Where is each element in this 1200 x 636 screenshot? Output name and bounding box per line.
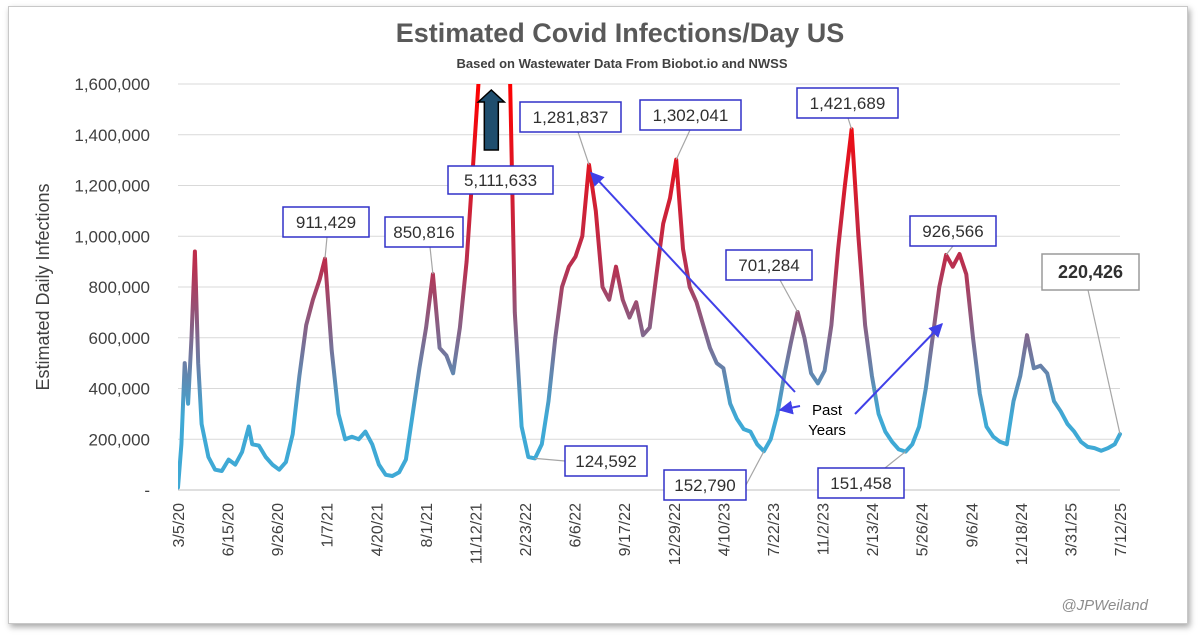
x-tick-label: 3/31/25 [1063, 503, 1080, 556]
data-label-text: 1,281,837 [533, 108, 609, 127]
x-tick-label: 12/29/22 [667, 503, 684, 565]
chart-title: Estimated Covid Infections/Day US [396, 18, 845, 48]
arrow-to-2022-peak [590, 171, 796, 393]
data-label-text: 911,429 [296, 213, 356, 232]
x-tick-label: 6/6/22 [568, 503, 585, 548]
y-tick-label: 1,400,000 [74, 126, 150, 145]
data-label-box [282, 206, 370, 238]
arrow-to-2024-peak [854, 322, 943, 415]
data-label-box [384, 216, 464, 248]
data-label: 850,816 [384, 216, 464, 248]
data-label-box [796, 87, 899, 119]
x-tick-label: 11/12/21 [468, 503, 485, 564]
y-tick-label: 800,000 [89, 278, 150, 297]
data-label-text: 701,284 [738, 256, 799, 275]
x-tick-label: 6/15/20 [221, 503, 238, 556]
y-axis-title: Estimated Daily Infections [33, 183, 53, 390]
off-scale-arrow [476, 88, 507, 151]
data-label-box [639, 99, 742, 131]
data-label-text: 152,790 [674, 476, 735, 495]
x-tick-label: 4/10/23 [716, 503, 733, 556]
leader-line [324, 236, 328, 259]
data-label-text: 220,426 [1058, 262, 1123, 282]
x-tick-label: 2/23/22 [518, 503, 535, 556]
data-label: 152,790 [663, 469, 747, 501]
x-tick-label: 2/13/24 [865, 503, 882, 556]
data-label-box [725, 249, 813, 281]
series-line [178, 84, 1122, 490]
data-label: 1,302,041 [639, 99, 742, 131]
data-label-box [909, 215, 997, 247]
leader-line [745, 450, 765, 486]
x-tick-label: 9/17/22 [617, 503, 634, 556]
data-label-text: 1,302,041 [653, 106, 729, 125]
leader-line [884, 451, 906, 469]
series-layer [178, 84, 1122, 490]
y-tick-label: 1,600,000 [74, 75, 150, 94]
data-label-text: 124,592 [575, 452, 636, 471]
data-label-box [1041, 253, 1140, 291]
x-tick-label: 4/20/21 [369, 503, 386, 556]
data-label-box [817, 467, 905, 499]
leader-line [1087, 289, 1121, 435]
chart-subtitle: Based on Wastewater Data From Biobot.io … [456, 56, 787, 71]
x-tick-label: 9/6/24 [964, 503, 981, 548]
data-label: 151,458 [817, 467, 905, 499]
x-tick-label: 11/2/23 [816, 503, 833, 555]
data-label: 911,429 [282, 206, 370, 238]
x-tick-labels: 3/5/20 6/15/20 9/26/20 1/7/21 4/20/21 8/1/21 1… [171, 503, 1130, 565]
x-tick-label: 12/18/24 [1014, 503, 1031, 565]
credit-text: @JPWeiland [1061, 597, 1148, 614]
data-label-box [564, 445, 648, 477]
data-label: 1,281,837 [519, 101, 622, 133]
leader-line [675, 129, 691, 160]
data-label-text: 1,421,689 [810, 94, 886, 113]
x-tick-label: 9/26/20 [270, 503, 287, 556]
y-tick-label: - [144, 481, 150, 500]
x-tick-label: 5/26/24 [915, 503, 932, 556]
data-label-box [519, 101, 622, 133]
leader-lines [324, 117, 1121, 486]
leader-line [779, 279, 799, 313]
x-tick-label: 7/22/23 [766, 503, 783, 556]
data-label-text: 926,566 [922, 222, 983, 241]
arrow-to-2023-peak [778, 400, 801, 415]
leader-line [577, 131, 590, 165]
x-tick-label: 7/12/25 [1113, 503, 1130, 556]
leader-line [429, 246, 434, 275]
up-arrow-icon [476, 88, 507, 151]
note-text: Years [808, 422, 846, 439]
data-label-text: 151,458 [830, 474, 891, 493]
x-tick-label: 1/7/21 [320, 503, 337, 548]
y-tick-label: 200,000 [89, 430, 150, 449]
data-label-text: 5,111,633 [464, 171, 537, 190]
gridlines [178, 83, 1120, 491]
data-label: 5,111,633 [447, 165, 554, 195]
data-label: 1,421,689 [796, 87, 899, 119]
y-tick-label: 1,200,000 [74, 177, 150, 196]
data-label-box [663, 469, 747, 501]
leader-line [534, 457, 566, 462]
data-label: 220,426 [1041, 253, 1140, 291]
note-text: Past [812, 402, 843, 419]
data-label: 926,566 [909, 215, 997, 247]
data-labels: 911,429 850,816 5,111,633 1,281,837 1,302,04… [282, 87, 1140, 501]
past-years-note: Past Years [590, 171, 943, 439]
x-tick-label: 3/5/20 [171, 503, 188, 548]
data-label: 701,284 [725, 249, 813, 281]
leader-line [945, 245, 954, 256]
data-label: 124,592 [564, 445, 648, 477]
leader-line [847, 117, 853, 130]
y-tick-label: 600,000 [89, 329, 150, 348]
data-label-text: 850,816 [393, 223, 454, 242]
y-tick-label: 1,000,000 [74, 227, 150, 246]
y-tick-label: 400,000 [89, 380, 150, 399]
y-tick-labels: - 200,000 400,000 600,000 800,000 1,000,000 1,… [74, 75, 150, 500]
x-tick-label: 8/1/21 [419, 503, 436, 548]
data-label-box [447, 165, 554, 195]
